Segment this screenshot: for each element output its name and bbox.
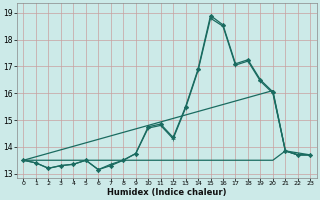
X-axis label: Humidex (Indice chaleur): Humidex (Indice chaleur) [107, 188, 227, 197]
